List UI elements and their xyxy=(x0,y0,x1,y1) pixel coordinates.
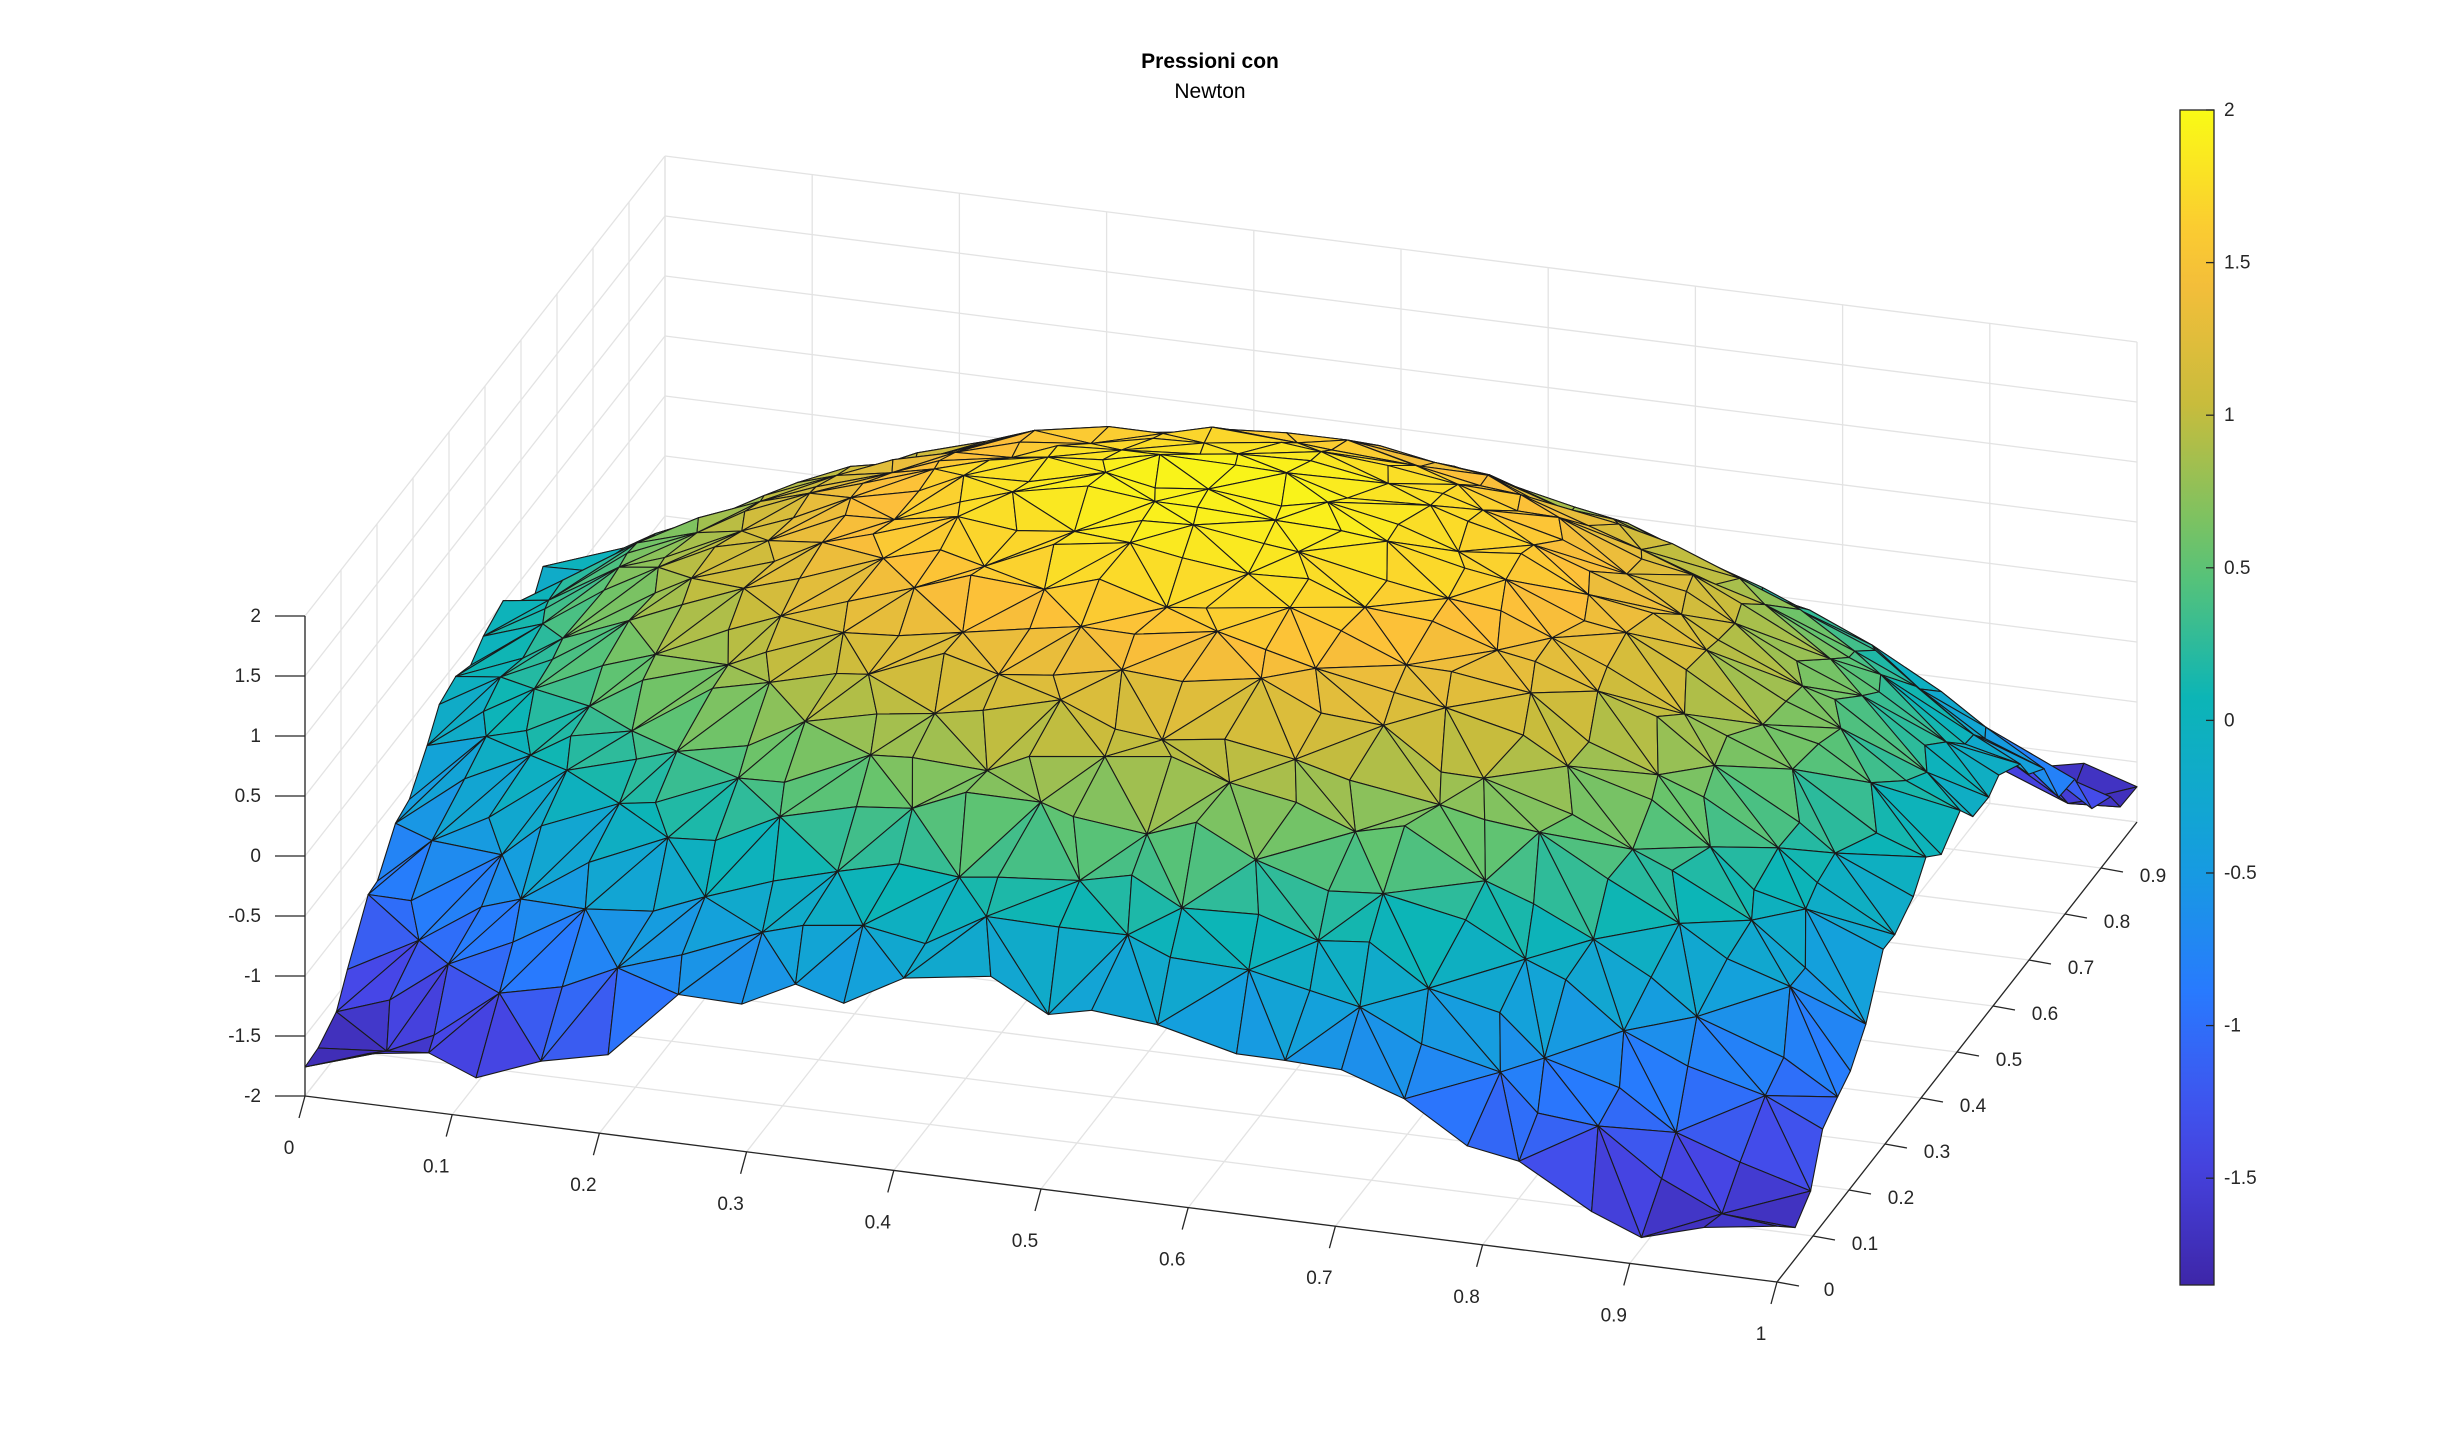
y-tick-label: 0.6 xyxy=(2032,1004,2058,1025)
grid-line xyxy=(304,275,666,737)
surface-face xyxy=(985,915,1049,1016)
y-tick xyxy=(1848,1189,1872,1195)
chart-title: Pressioni con xyxy=(1141,50,1279,73)
surface-face xyxy=(475,992,542,1079)
surface-face xyxy=(607,967,679,1056)
y-tick-label: 0.2 xyxy=(1888,1188,1914,1209)
x-tick-label: 0.6 xyxy=(1159,1250,1185,1271)
y-tick xyxy=(1812,1235,1836,1241)
x-tick-label: 0.1 xyxy=(423,1157,449,1178)
x-tick-label: 0 xyxy=(284,1138,295,1159)
z-tick-label: -0.5 xyxy=(228,906,261,927)
colorbar-tick-label: -0.5 xyxy=(2224,863,2257,884)
y-tick xyxy=(2100,867,2124,873)
x-tick xyxy=(1328,1226,1337,1249)
y-tick-label: 0.1 xyxy=(1852,1234,1878,1255)
grid-line xyxy=(304,335,666,797)
colorbar-tick-label: -1 xyxy=(2224,1016,2241,1037)
grid-line xyxy=(304,215,666,677)
axis-labels: 0 0.1 0.2 0.3 0.4 0.5 0.6 0.7 0.8 0.9 1 0 0.1 0.2 0.3 0… xyxy=(228,606,2166,1345)
colorbar-tick-label: 0 xyxy=(2224,710,2235,731)
x-tick-label: 0.5 xyxy=(1012,1231,1038,1252)
x-tick xyxy=(1623,1263,1631,1286)
x-tick xyxy=(1770,1281,1778,1305)
x-tick-label: 0.3 xyxy=(717,1194,743,1215)
y-tick xyxy=(1776,1281,1800,1287)
z-tick-label: 0.5 xyxy=(235,786,261,807)
z-tick-label: 0 xyxy=(250,846,261,867)
grid-line xyxy=(664,155,2138,343)
surface-face xyxy=(1591,1125,1642,1239)
x-tick-label: 0.9 xyxy=(1601,1305,1627,1326)
x-tick-label: 0.8 xyxy=(1453,1287,1479,1308)
y-tick-label: 0 xyxy=(1824,1280,1835,1301)
x-tick xyxy=(1475,1244,1484,1267)
grid-line xyxy=(664,275,2138,463)
colorbar-tick-label: -1.5 xyxy=(2224,1168,2257,1189)
x-tick xyxy=(1034,1188,1042,1212)
y-tick xyxy=(1956,1051,1980,1057)
grid-line xyxy=(304,155,666,617)
y-tick-label: 0.5 xyxy=(1996,1050,2022,1071)
x-tick-label: 0.4 xyxy=(865,1212,892,1233)
y-tick-label: 0.7 xyxy=(2068,958,2094,979)
surface-face xyxy=(1466,1071,1520,1162)
y-tick-label: 0.4 xyxy=(1960,1096,1987,1117)
grid-line xyxy=(340,1049,1814,1237)
z-tick-label: 1.5 xyxy=(235,666,261,687)
y-tick xyxy=(2064,913,2088,919)
axes xyxy=(275,615,2138,1305)
x-tick xyxy=(445,1114,453,1137)
x-tick-label: 1 xyxy=(1756,1324,1767,1345)
x-tick-label: 0.7 xyxy=(1306,1268,1332,1289)
grid-line xyxy=(304,395,666,857)
x-tick xyxy=(1181,1207,1189,1230)
x-tick xyxy=(739,1151,748,1174)
z-tick-label: -1.5 xyxy=(228,1026,261,1047)
surface-face xyxy=(367,1050,430,1055)
surface-face xyxy=(843,924,905,1004)
colorbar-tick-label: 2 xyxy=(2224,100,2235,121)
grid-line xyxy=(664,335,2138,523)
colorbar-tick-label: 1.5 xyxy=(2224,253,2250,274)
y-tick xyxy=(1884,1143,1908,1149)
y-tick-label: 0.9 xyxy=(2140,866,2166,887)
chart-subtitle: Newton xyxy=(1174,80,1246,103)
surface-face xyxy=(741,931,797,1005)
z-tick-label: 1 xyxy=(250,726,261,747)
colorbar-tick-label: 0.5 xyxy=(2224,558,2250,579)
colorbar xyxy=(2179,109,2215,1286)
surface-face xyxy=(1340,1006,1406,1100)
y-tick xyxy=(1920,1097,1944,1103)
z-tick-label: -1 xyxy=(244,966,261,987)
grid-line xyxy=(664,215,2138,403)
x-tick-label: 0.2 xyxy=(570,1175,596,1196)
surface-face xyxy=(1091,934,1159,1026)
surface-mesh xyxy=(304,426,2138,1239)
surface-face xyxy=(1235,969,1286,1061)
z-tick-label: 2 xyxy=(250,606,261,627)
x-tick xyxy=(887,1170,895,1193)
surface-face xyxy=(1703,1213,1778,1228)
y-tick xyxy=(2028,959,2052,965)
y-tick-label: 0.8 xyxy=(2104,912,2130,933)
y-tick-label: 0.3 xyxy=(1924,1142,1950,1163)
z-tick-label: -2 xyxy=(244,1086,261,1107)
colorbar-tick-label: 1 xyxy=(2224,405,2235,426)
x-tick xyxy=(592,1133,601,1156)
y-tick xyxy=(1992,1005,2016,1011)
x-tick xyxy=(298,1095,306,1119)
